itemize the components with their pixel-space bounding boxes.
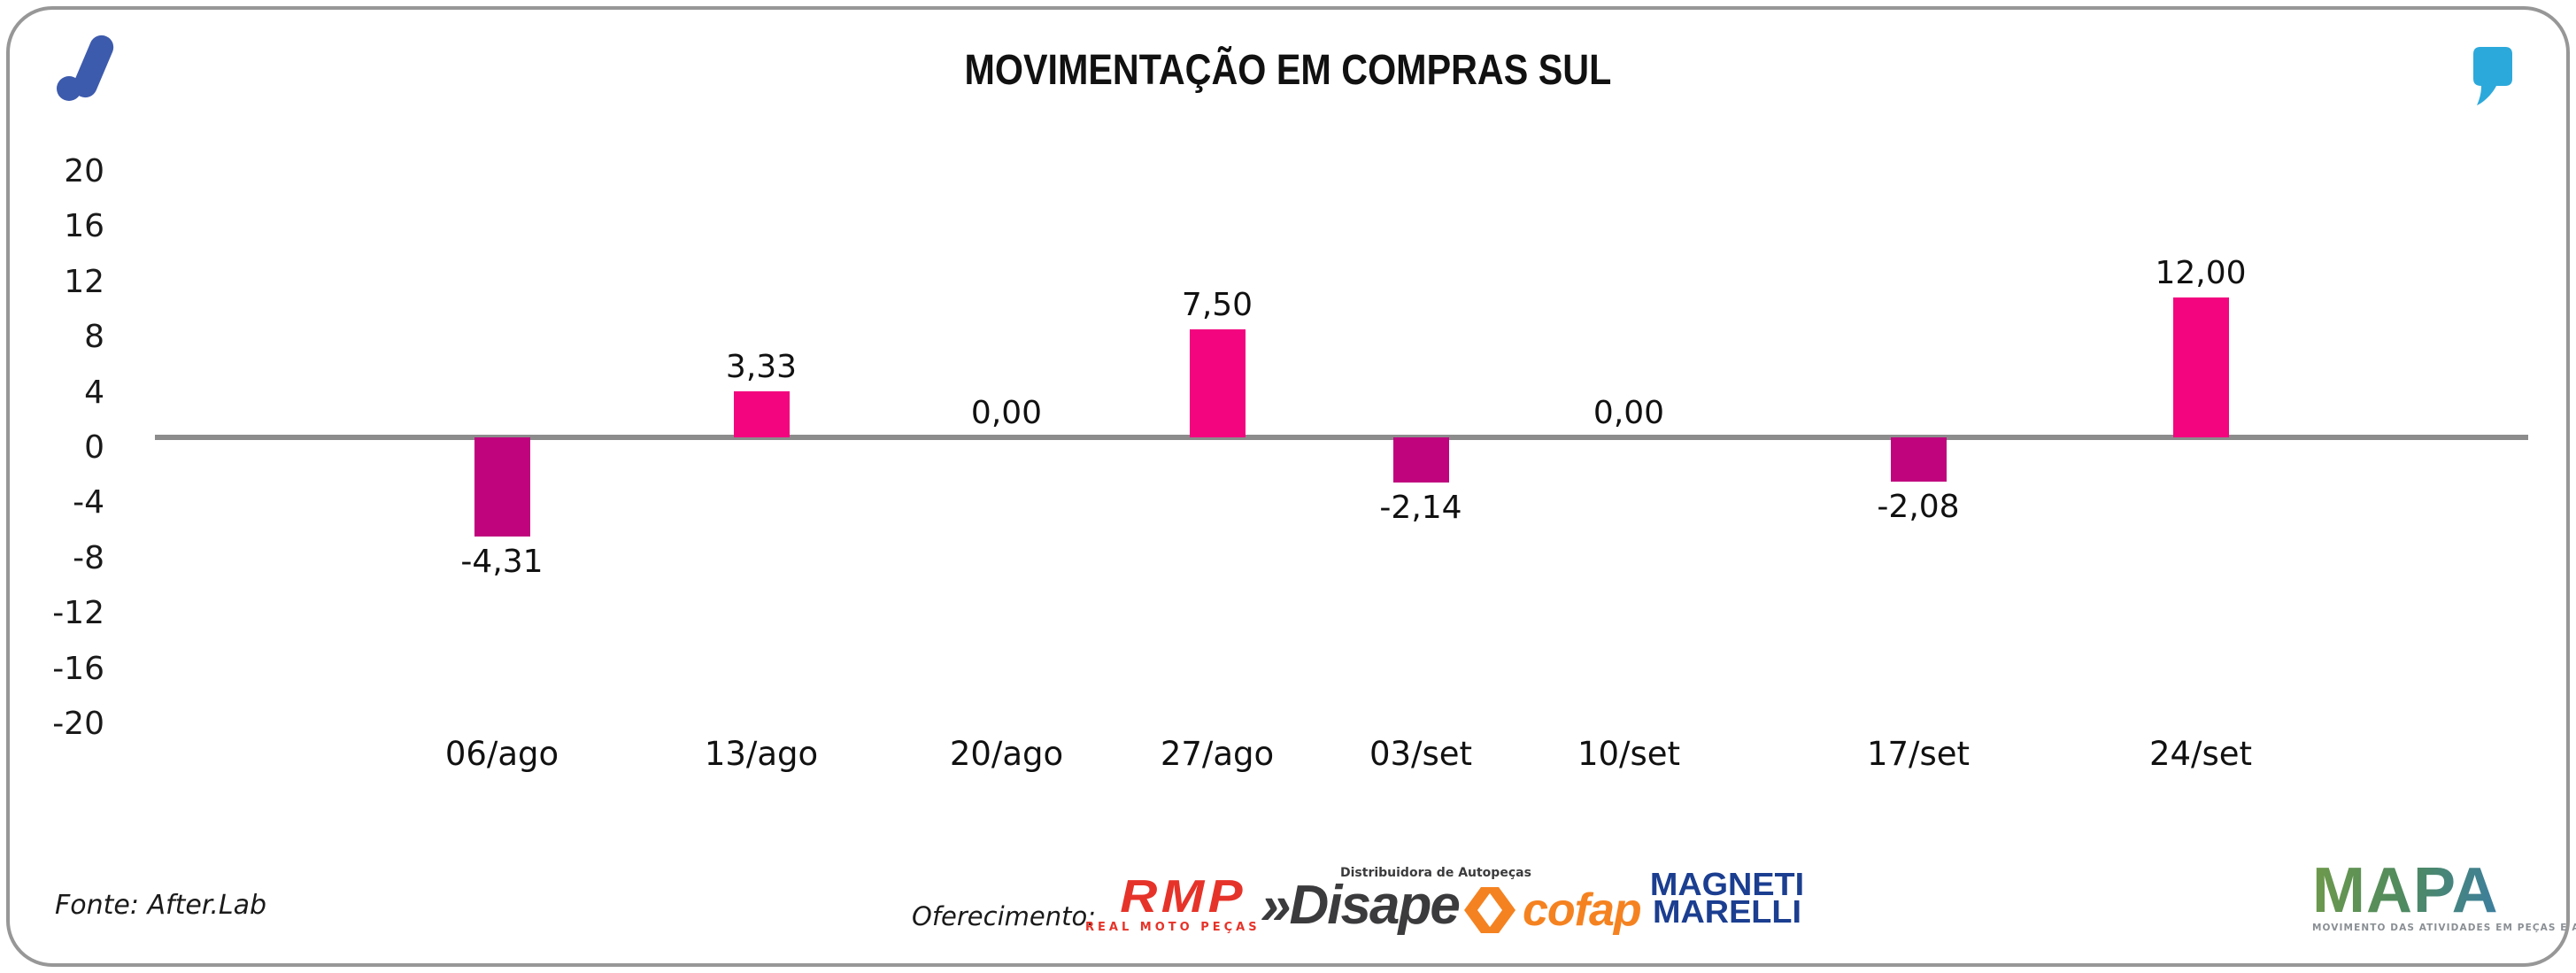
disape-logo-subtitle: Distribuidora de Autopeças	[1340, 866, 1531, 880]
y-axis-tick-label: 4	[84, 374, 104, 411]
y-axis-tick-label: 20	[64, 153, 104, 189]
y-axis-tick-label: 0	[84, 429, 104, 466]
source-note: Fonte: After.Lab	[55, 890, 267, 921]
zero-baseline	[155, 435, 2528, 440]
rmp-logo-subtitle: REAL MOTO PEÇAS	[1085, 921, 1261, 934]
bar-17/set	[1890, 437, 1947, 482]
bar-03/set	[1392, 437, 1449, 483]
x-axis-category-label: 06/ago	[444, 735, 559, 773]
x-axis-category-label: 13/ago	[704, 735, 819, 773]
bar-value-label: 0,00	[1593, 395, 1665, 431]
afterlab-mark-icon	[46, 27, 126, 111]
disape-logo: Distribuidora de Autopeças »Disape	[1261, 866, 1531, 936]
cofap-logo: cofap	[1462, 884, 1642, 937]
magneti-line2: MARELLI	[1653, 893, 1801, 930]
bar-13/ago	[733, 391, 790, 437]
rmp-logo-text: RMP	[1120, 871, 1247, 923]
mapa-logo-tagline: MOVIMENTO DAS ATIVIDADES EM PEÇAS E ACES…	[2312, 923, 2576, 933]
y-axis-tick-label: -4	[73, 484, 104, 521]
cofap-x-icon	[1464, 887, 1516, 933]
mapa-logo: MAPA MOVIMENTO DAS ATIVIDADES EM PEÇAS E…	[2312, 859, 2576, 933]
cofap-logo-text: cofap	[1523, 884, 1642, 936]
bar-value-label: 0,00	[970, 395, 1043, 431]
x-axis-category-label: 17/set	[1866, 735, 1971, 773]
magneti-marelli-logo: MAGNETI MARELLI	[1650, 869, 1804, 928]
bar-24/set	[2172, 297, 2229, 437]
bar-value-label: -4,31	[460, 544, 544, 580]
x-axis-category-label: 10/set	[1577, 735, 1681, 773]
mapa-logo-text: MAPA	[2312, 859, 2576, 923]
quote-icon	[2472, 47, 2513, 109]
y-axis-tick-label: -8	[73, 539, 104, 576]
bar-value-label: -2,08	[1877, 489, 1960, 525]
x-axis-category-label: 20/ago	[949, 735, 1064, 773]
sponsor-label: Oferecimento:	[912, 901, 1096, 931]
chart-card	[6, 6, 2570, 967]
x-axis-category-label: 03/set	[1369, 735, 1473, 773]
x-axis-category-label: 24/set	[2148, 735, 2253, 773]
y-axis-tick-label: 8	[84, 319, 104, 356]
y-axis-tick-label: 16	[64, 208, 104, 245]
y-axis-tick-label: -12	[52, 595, 104, 632]
bar-value-label: 3,33	[725, 349, 798, 385]
magneti-line1: MAGNETI	[1649, 866, 1805, 902]
bar-value-label: 12,00	[2155, 255, 2247, 291]
bar-value-label: 7,50	[1181, 287, 1253, 323]
chart-title: MOVIMENTAÇÃO EM COMPRAS SUL	[964, 47, 1612, 94]
y-axis-tick-label: -20	[52, 706, 104, 742]
y-axis-tick-label: 12	[64, 263, 104, 300]
rmp-logo: RMP REAL MOTO PEÇAS	[1085, 874, 1261, 934]
bar-value-label: -2,14	[1379, 490, 1462, 526]
x-axis-category-label: 27/ago	[1160, 735, 1275, 773]
bar-27/ago	[1189, 329, 1246, 437]
bar-06/ago	[474, 437, 530, 537]
y-axis-tick-label: -16	[52, 650, 104, 687]
disape-logo-text: »Disape	[1261, 875, 1461, 936]
